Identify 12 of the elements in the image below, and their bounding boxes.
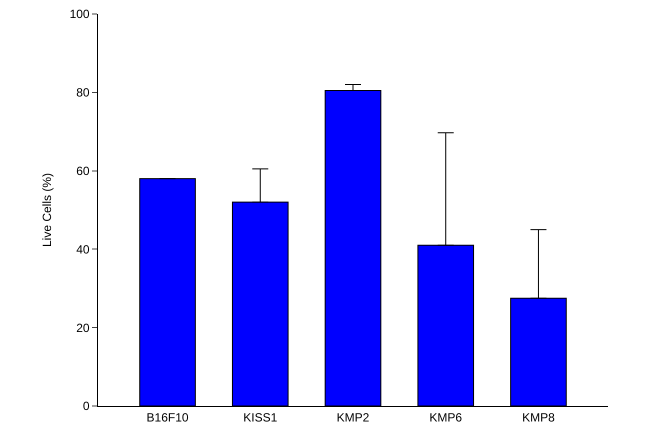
y-tick-label: 60 — [76, 164, 90, 178]
x-tick-label: KISS1 — [243, 410, 278, 424]
x-tick-label: KMP6 — [429, 410, 462, 424]
y-tick-label: 20 — [76, 320, 90, 335]
y-axis-title: Live Cells (%) — [40, 172, 54, 248]
x-tick-label: KMP8 — [522, 410, 556, 424]
y-tick-label: 40 — [76, 242, 90, 256]
x-tick-label: B16F10 — [146, 410, 189, 424]
x-tick-label: KMP2 — [336, 410, 370, 424]
y-tick-label: 80 — [76, 86, 90, 100]
y-tick-label: 100 — [70, 7, 90, 22]
y-tick-label: 0 — [82, 399, 90, 414]
